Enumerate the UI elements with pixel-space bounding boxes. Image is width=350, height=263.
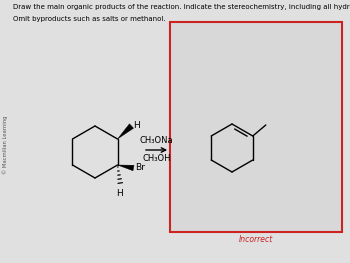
Text: H: H bbox=[133, 120, 140, 129]
Text: Omit byproducts such as salts or methanol.: Omit byproducts such as salts or methano… bbox=[13, 16, 166, 22]
Text: Br: Br bbox=[135, 164, 145, 173]
Text: H: H bbox=[116, 189, 123, 198]
Polygon shape bbox=[118, 165, 134, 171]
Polygon shape bbox=[118, 124, 134, 139]
Text: Draw the main organic products of the reaction. Indicate the stereochemistry, in: Draw the main organic products of the re… bbox=[13, 4, 350, 10]
Text: CH₃OH: CH₃OH bbox=[142, 154, 171, 163]
FancyBboxPatch shape bbox=[170, 22, 342, 232]
Text: CH₃ONa: CH₃ONa bbox=[140, 136, 173, 145]
Text: © Macmillan Learning: © Macmillan Learning bbox=[2, 116, 8, 174]
Text: Incorrect: Incorrect bbox=[239, 235, 273, 244]
